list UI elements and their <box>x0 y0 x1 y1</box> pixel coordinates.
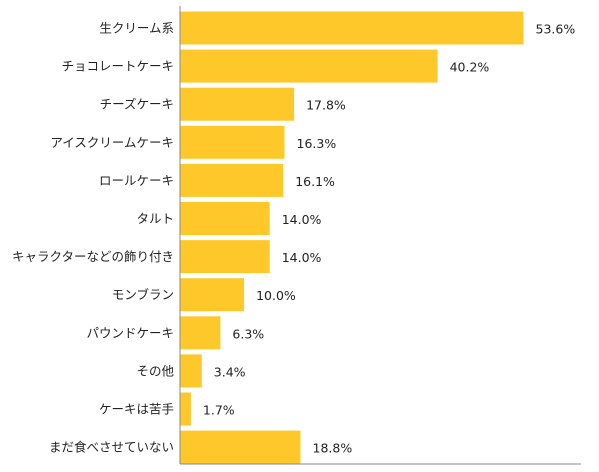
bar <box>180 87 295 121</box>
value-label: 17.8% <box>306 98 346 113</box>
category-label: モンブラン <box>112 287 174 302</box>
bar <box>180 240 270 274</box>
bar <box>180 202 270 235</box>
bar <box>180 430 301 464</box>
bar <box>180 354 202 388</box>
bar <box>180 316 221 350</box>
value-label: 16.1% <box>295 174 335 189</box>
category-label: タルト <box>136 211 174 226</box>
category-label: パウンドケーキ <box>86 325 174 340</box>
category-label: まだ食べさせていない <box>49 440 174 455</box>
value-label: 16.3% <box>297 136 337 151</box>
bar <box>180 392 191 426</box>
value-label: 1.7% <box>203 403 235 418</box>
category-label: チョコレートケーキ <box>61 59 174 74</box>
value-label: 3.4% <box>214 364 246 379</box>
value-label: 40.2% <box>450 60 490 75</box>
value-label: 10.0% <box>256 288 296 303</box>
value-label: 14.0% <box>282 250 322 265</box>
value-label: 6.3% <box>232 326 264 341</box>
bar <box>180 125 285 159</box>
value-label: 18.8% <box>313 441 353 456</box>
bar <box>180 49 438 83</box>
category-labels-group: 生クリーム系チョコレートケーキチーズケーキアイスクリームケーキロールケーキタルト… <box>12 21 175 455</box>
value-label: 53.6% <box>536 22 576 37</box>
category-label: チーズケーキ <box>100 97 174 112</box>
bars-group <box>180 11 524 464</box>
bar <box>180 163 284 197</box>
value-label: 14.0% <box>282 212 322 227</box>
category-label: 生クリーム系 <box>99 21 174 36</box>
category-label: その他 <box>136 363 174 378</box>
category-label: ケーキは苦手 <box>99 402 174 417</box>
category-label: ロールケーキ <box>99 173 174 188</box>
bar <box>180 278 245 312</box>
category-label: アイスクリームケーキ <box>50 135 174 150</box>
value-labels-group: 53.6% 40.2% 17.8% 16.3% 16.1% 14.0% 14.0% 10.0%… <box>203 22 575 456</box>
category-label: キャラクターなどの飾り付き <box>12 249 174 264</box>
bar <box>180 11 524 45</box>
